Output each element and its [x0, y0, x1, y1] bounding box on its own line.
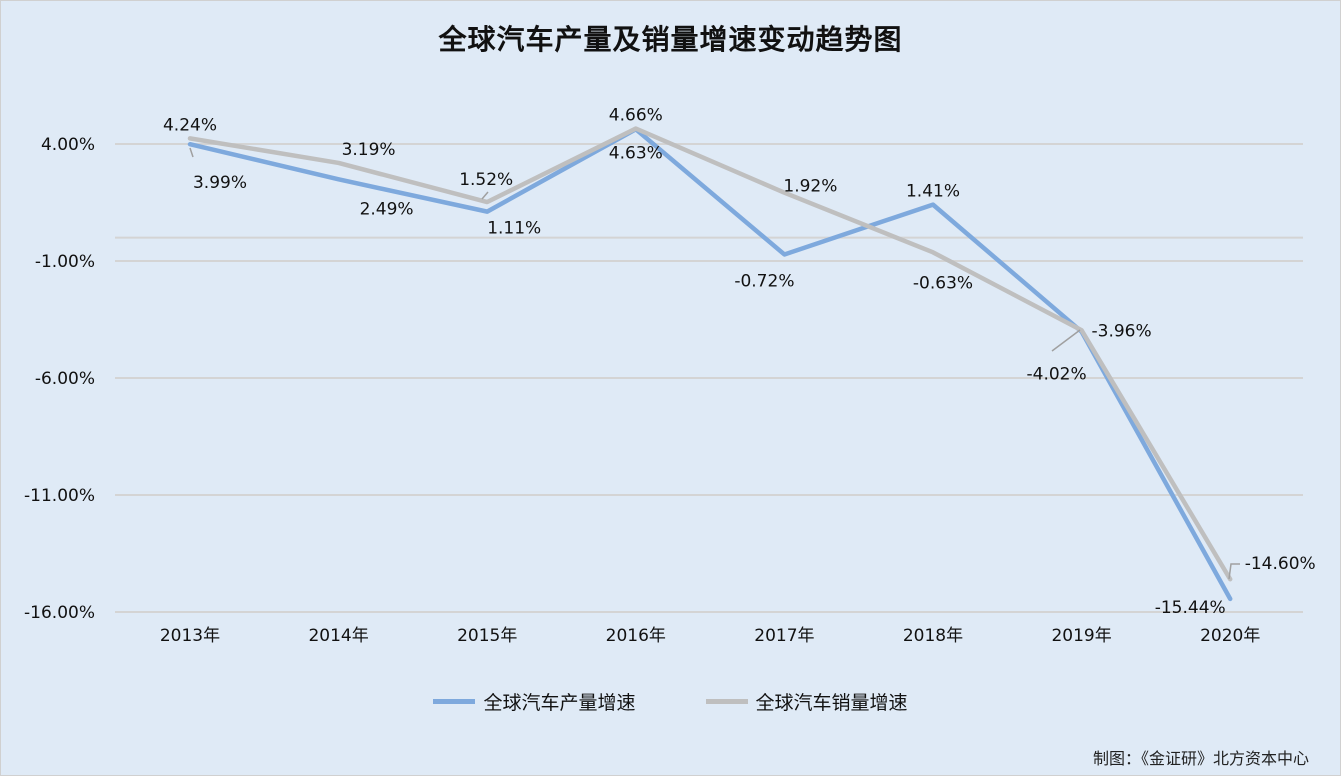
data-label-production: 1.41% — [906, 182, 960, 202]
legend-swatch-sales — [705, 699, 748, 704]
legend: 全球汽车产量增速 全球汽车销量增速 — [0, 688, 1341, 715]
data-label-production: -15.44% — [1155, 598, 1226, 618]
data-label-sales: 1.52% — [459, 170, 513, 190]
series-line-sales — [187, 126, 1233, 582]
legend-label-production: 全球汽车产量增速 — [483, 692, 636, 714]
y-tick-label: -16.00% — [24, 603, 95, 623]
y-tick-label: -11.00% — [24, 486, 95, 506]
legend-label-sales: 全球汽车销量增速 — [755, 692, 908, 714]
data-label-production: 1.11% — [487, 219, 541, 239]
x-tick-label: 2016年 — [606, 626, 666, 646]
data-label-production: -0.72% — [734, 271, 794, 291]
data-label-production: 3.99% — [193, 173, 247, 193]
data-label-production: -4.02% — [1027, 365, 1087, 385]
data-label-sales: -14.60% — [1245, 554, 1316, 574]
data-label-sales: -0.63% — [913, 273, 973, 293]
y-tick-label: -6.00% — [35, 369, 95, 389]
x-tick-label: 2014年 — [308, 626, 368, 646]
x-tick-label: 2013年 — [160, 626, 220, 646]
legend-item-sales[interactable]: 全球汽车销量增速 — [705, 688, 908, 715]
data-label-sales: 4.24% — [163, 115, 217, 135]
y-tick-label: 4.00% — [41, 135, 95, 155]
x-tick-label: 2018年 — [903, 626, 963, 646]
leader-line — [481, 191, 489, 200]
data-label-production: 2.49% — [360, 199, 414, 219]
data-label-sales: -3.96% — [1092, 321, 1152, 341]
y-tick-label: -1.00% — [35, 252, 95, 272]
x-tick-label: 2017年 — [754, 626, 814, 646]
source-footer: 制图：《金证研》北方资本中心 — [1092, 749, 1309, 768]
leader-line — [1228, 563, 1240, 580]
data-label-sales: 4.66% — [609, 106, 663, 126]
leader-line — [1051, 329, 1081, 352]
x-tick-label: 2019年 — [1051, 626, 1111, 646]
x-tick-label: 2020年 — [1200, 626, 1260, 646]
data-label-sales: 1.92% — [783, 177, 837, 197]
x-tick-label: 2015年 — [457, 626, 517, 646]
legend-item-production[interactable]: 全球汽车产量增速 — [433, 688, 636, 715]
legend-swatch-production — [433, 699, 476, 704]
data-label-sales: 3.19% — [342, 140, 396, 160]
leader-line — [189, 147, 194, 158]
data-label-production: 4.63% — [609, 143, 663, 163]
chart-title: 全球汽车产量及销量增速变动趋势图 — [438, 23, 903, 56]
series-line-production — [187, 127, 1233, 602]
